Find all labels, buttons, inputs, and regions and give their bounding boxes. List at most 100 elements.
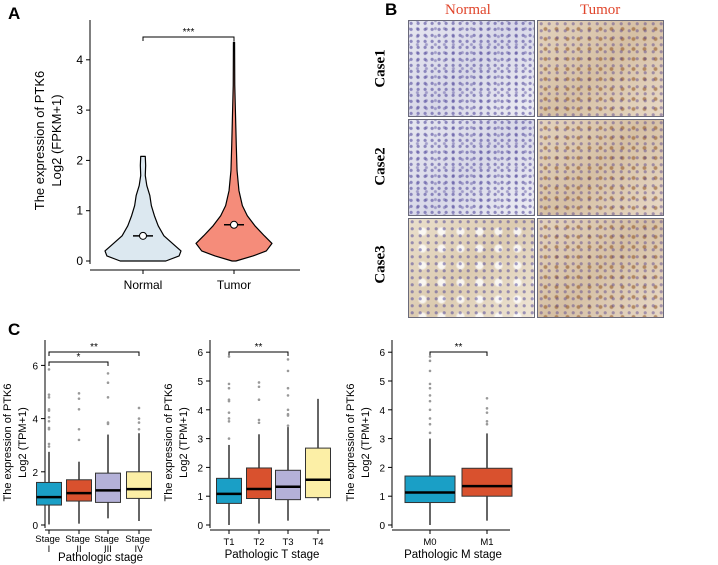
- violin-normal: [104, 155, 182, 262]
- x-tick-label: Stage I: [35, 534, 62, 555]
- outlier-point: [286, 408, 290, 412]
- outlier-point: [286, 358, 290, 361]
- outlier-point: [137, 427, 141, 431]
- x-tick-label: Stage IV: [125, 534, 152, 555]
- box-stage-iii: [95, 472, 121, 503]
- outlier-point: [428, 431, 432, 435]
- outlier-point: [106, 396, 110, 399]
- outlier-point: [428, 386, 432, 390]
- outlier-point: [286, 412, 290, 416]
- y-axis-label-line1: The expression of PTK6: [2, 383, 14, 501]
- outlier-point: [428, 399, 432, 403]
- ihc-image-case2-tumor: [537, 119, 664, 216]
- y-axis-label-line2: Log2 (FPKM+1): [49, 94, 64, 186]
- panel-label-a: A: [8, 4, 21, 23]
- significance-bracket: [48, 361, 109, 366]
- y-axis-label-line2: Log2 (TPM+1): [17, 407, 29, 478]
- ihc-image-case1-normal: [408, 20, 535, 117]
- x-axis-label: Pathologic T stage: [225, 549, 320, 561]
- y-tick-label: 4: [197, 406, 203, 417]
- outlier-point: [227, 398, 231, 402]
- y-tick-label: 3: [197, 435, 203, 446]
- y-tick-label: 5: [197, 377, 203, 388]
- outlier-point: [257, 418, 261, 422]
- outlier-point: [137, 406, 141, 410]
- outlier-point: [47, 368, 51, 371]
- outlier-point: [257, 381, 261, 384]
- significance-label: **: [455, 342, 463, 353]
- y-tick-label: 1: [379, 492, 385, 503]
- outlier-point: [227, 411, 231, 414]
- y-tick-label: 2: [76, 153, 83, 167]
- box-t4: [305, 447, 331, 499]
- outlier-point: [106, 372, 110, 375]
- outlier-point: [77, 438, 81, 442]
- y-axis-label-line1: The expression of PTK6: [345, 383, 357, 501]
- outlier-point: [227, 355, 231, 358]
- outlier-point: [47, 393, 51, 396]
- x-axis-label: Pathologic stage: [58, 552, 143, 564]
- outlier-point: [257, 385, 261, 389]
- outlier-point: [428, 422, 432, 426]
- panel-label-b: B: [385, 0, 398, 19]
- x-tick-label: M0: [423, 537, 436, 548]
- y-tick-label: 2: [32, 468, 38, 479]
- outlier-point: [77, 407, 81, 411]
- box-stage-i: [36, 481, 62, 506]
- ihc-column-normal: Normal: [445, 2, 491, 18]
- y-axis-label-line1: The expression of PTK6: [163, 383, 175, 501]
- box-m1: [461, 467, 513, 497]
- y-tick-label: 2: [197, 463, 203, 474]
- y-axis-label-line2: Log2 (TPM+1): [360, 407, 372, 478]
- median-point: [139, 231, 147, 240]
- outlier-point: [106, 421, 110, 424]
- x-tick-label: Stage III: [94, 534, 121, 555]
- x-tick-label: T4: [312, 537, 323, 548]
- ihc-column-tumor: Tumor: [580, 2, 621, 18]
- y-tick-label: 3: [379, 435, 385, 446]
- ihc-image-case2-normal: [408, 119, 535, 216]
- y-tick-label: 0: [76, 254, 83, 268]
- significance-bracket: [142, 36, 235, 41]
- outlier-point: [485, 420, 489, 423]
- outlier-point: [286, 386, 290, 390]
- outlier-point: [77, 427, 81, 431]
- significance-label: **: [90, 342, 98, 353]
- x-tick-label: T3: [282, 537, 293, 548]
- x-tick-label: M1: [480, 537, 493, 548]
- outlier-point: [428, 394, 432, 397]
- significance-label: **: [255, 342, 263, 353]
- outlier-point: [286, 424, 290, 427]
- y-tick-label: 6: [197, 348, 203, 359]
- outlier-point: [485, 396, 489, 400]
- outlier-point: [227, 386, 231, 390]
- outlier-point: [47, 415, 51, 419]
- box-t1: [216, 477, 242, 504]
- y-tick-label: 0: [32, 521, 38, 532]
- y-tick-label: 5: [379, 377, 385, 388]
- y-tick-label: 3: [76, 103, 83, 117]
- box-t3: [275, 469, 301, 501]
- outlier-point: [47, 396, 51, 399]
- x-tick-label: Stage II: [65, 534, 92, 555]
- outlier-point: [485, 407, 489, 410]
- outlier-point: [137, 417, 141, 420]
- outlier-point: [137, 421, 141, 424]
- y-tick-label: 1: [76, 204, 83, 218]
- outlier-point: [227, 437, 231, 440]
- outlier-point: [227, 382, 231, 386]
- x-tick-label: T2: [253, 537, 264, 548]
- significance-bracket: [429, 351, 488, 356]
- outlier-point: [227, 420, 231, 423]
- violin-tumor: [195, 41, 273, 262]
- outlier-point: [428, 359, 432, 363]
- outlier-point: [47, 407, 51, 411]
- outlier-point: [227, 417, 231, 420]
- x-tick-label: T1: [223, 537, 234, 548]
- ihc-image-case3-tumor: [537, 218, 664, 318]
- outlier-point: [428, 417, 432, 420]
- outlier-point: [286, 394, 290, 397]
- x-tick-label: Normal: [124, 278, 163, 292]
- outlier-point: [485, 422, 489, 426]
